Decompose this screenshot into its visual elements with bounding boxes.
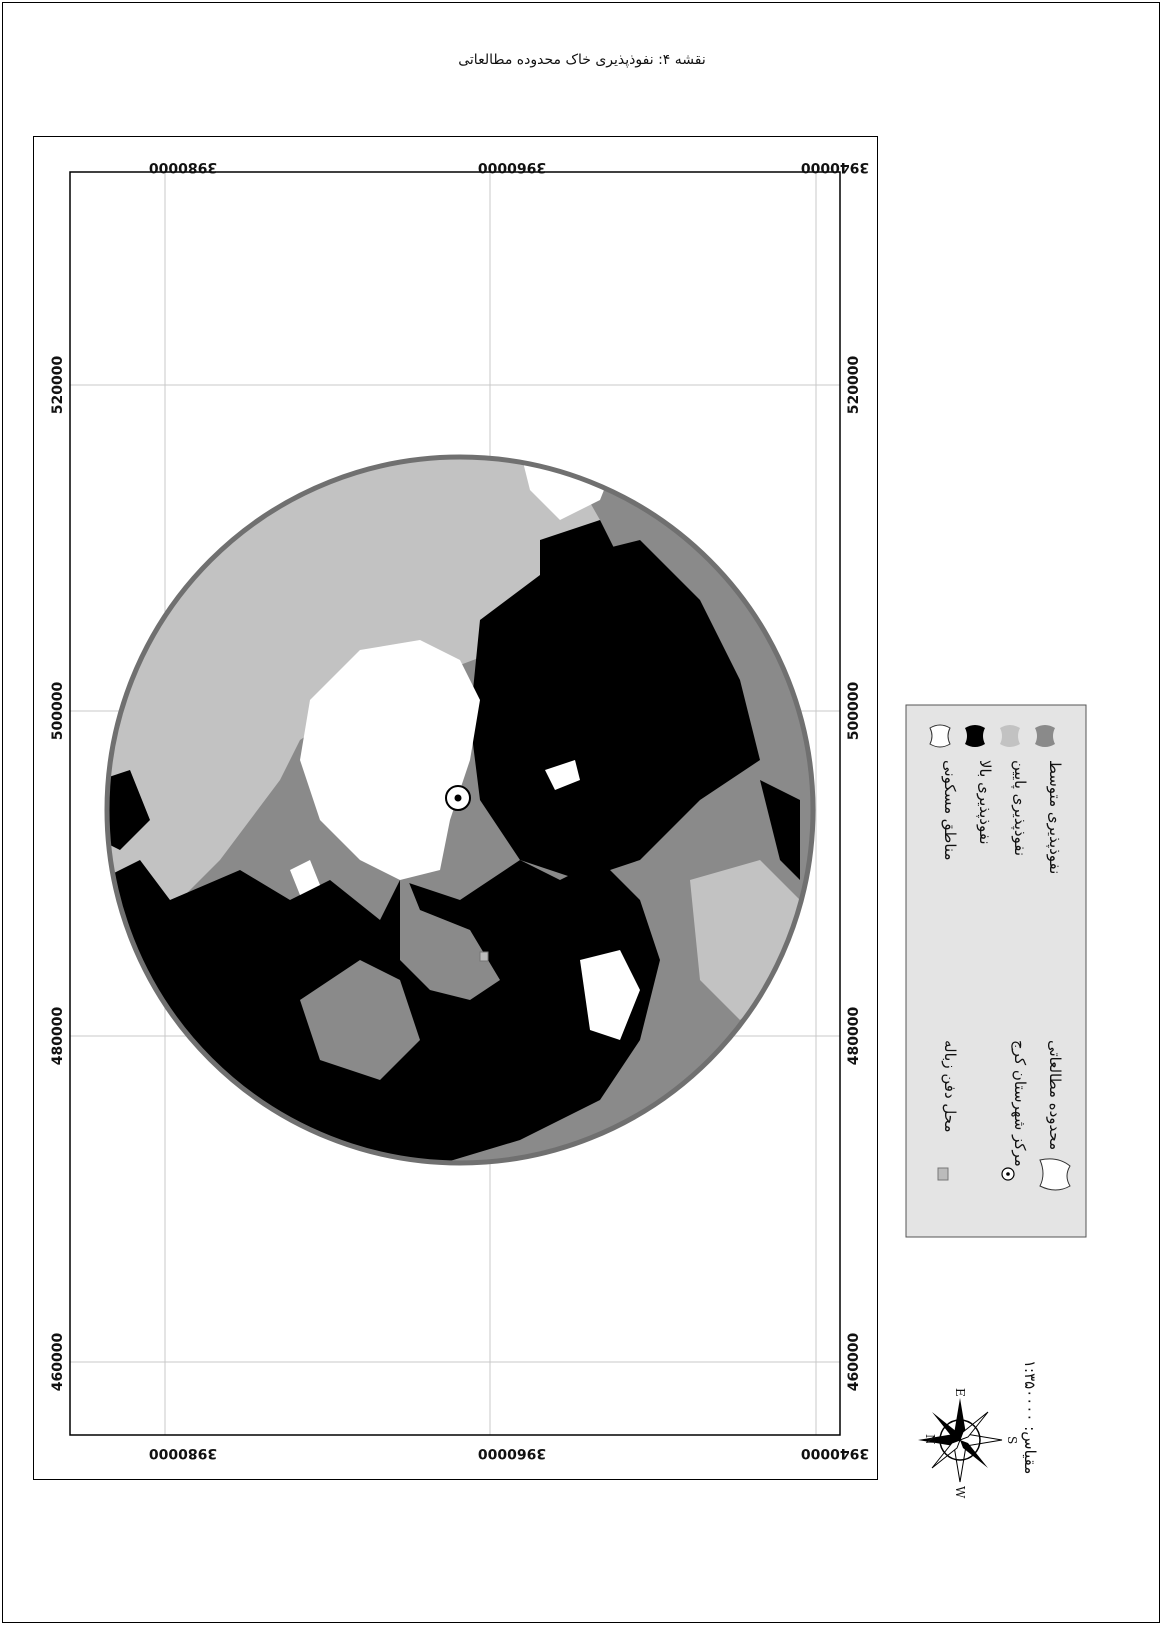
- y-tick-bottom-3980000: 3980000: [149, 1445, 217, 1461]
- top-axis-labels: 3980000 3960000 3940000: [149, 159, 869, 175]
- residential-swatch: [929, 724, 951, 748]
- legend-label-city-center: مرکز شهرستان کرج: [1010, 1040, 1029, 1167]
- legend-label-high: نفوذپذیری بالا: [975, 760, 994, 845]
- landfill-icon: [937, 1167, 949, 1181]
- compass-w: W: [953, 1486, 967, 1499]
- legend: مناطق مسکونی نفوذپذیری بالا نفوذپذیری پا…: [905, 704, 1087, 1238]
- compass-s: S: [1005, 1436, 1019, 1444]
- y-tick-top-3960000: 3960000: [478, 159, 546, 175]
- compass-e: E: [953, 1388, 967, 1397]
- map-frame: [33, 136, 878, 1480]
- legend-label-study-area: محدوده مطالعاتی: [1046, 1040, 1064, 1150]
- y-tick-bottom-3960000: 3960000: [478, 1445, 546, 1461]
- study-area-icon: [1039, 1158, 1071, 1191]
- y-tick-top-3940000: 3940000: [801, 159, 869, 175]
- residential-patch: [290, 860, 320, 895]
- high-permeability-swatch: [965, 725, 985, 747]
- medium-permeability-patch: [300, 960, 420, 1080]
- x-tick-left-460000: 460000: [50, 1333, 66, 1392]
- medium-permeability-patch-2: [400, 860, 500, 1000]
- medium-permeability-swatch: [1035, 725, 1055, 747]
- legend-label-low: نفوذپذیری پایین: [1010, 760, 1029, 856]
- y-tick-bottom-3940000: 3940000: [801, 1445, 869, 1461]
- city-center-marker: [445, 785, 471, 811]
- low-permeability-swatch: [1000, 725, 1020, 747]
- right-axis-labels: 520000 500000 480000 460000: [846, 356, 862, 1392]
- landfill-marker: [479, 951, 489, 962]
- legend-label-residential: مناطق مسکونی: [941, 760, 959, 860]
- x-tick-left-480000: 480000: [50, 1007, 66, 1066]
- x-tick-left-520000: 520000: [50, 356, 66, 415]
- residential-area-karaj: [300, 640, 480, 880]
- residential-patch-2: [545, 760, 580, 790]
- x-tick-right-500000: 500000: [846, 682, 862, 741]
- compass-n: N: [923, 1434, 937, 1445]
- bottom-axis-labels: 3980000 3960000 3940000: [149, 1445, 869, 1461]
- inner-neatline: [69, 171, 841, 1436]
- scale-text: مقیاس: ۱:۳۵۰۰۰۰: [1021, 1360, 1039, 1474]
- x-tick-right-480000: 480000: [846, 1007, 862, 1066]
- compass-rose: N E S W: [918, 1388, 1019, 1499]
- legend-label-landfill: محل دفن زباله: [941, 1040, 959, 1132]
- page-title: نقشه ۴: نفوذپذیری خاک محدوده مطالعاتی: [458, 52, 706, 68]
- legend-label-medium: نفوذپذیری متوسط: [1045, 760, 1064, 874]
- high-permeability-patch-se: [760, 780, 800, 880]
- high-permeability-zone-center: [470, 540, 760, 880]
- city-center-icon: [1001, 1167, 1015, 1181]
- legend-box: [905, 704, 1087, 1238]
- y-tick-top-3980000: 3980000: [149, 159, 217, 175]
- high-permeability-patch-nw: [107, 770, 150, 850]
- x-tick-right-520000: 520000: [846, 356, 862, 415]
- x-tick-right-460000: 460000: [846, 1333, 862, 1392]
- left-axis-labels: 520000 500000 480000 460000: [50, 356, 66, 1392]
- high-permeability-patch-ne: [540, 520, 620, 600]
- x-tick-left-500000: 500000: [50, 682, 66, 741]
- study-area-boundary: [104, 454, 816, 1166]
- residential-area-south: [580, 950, 640, 1040]
